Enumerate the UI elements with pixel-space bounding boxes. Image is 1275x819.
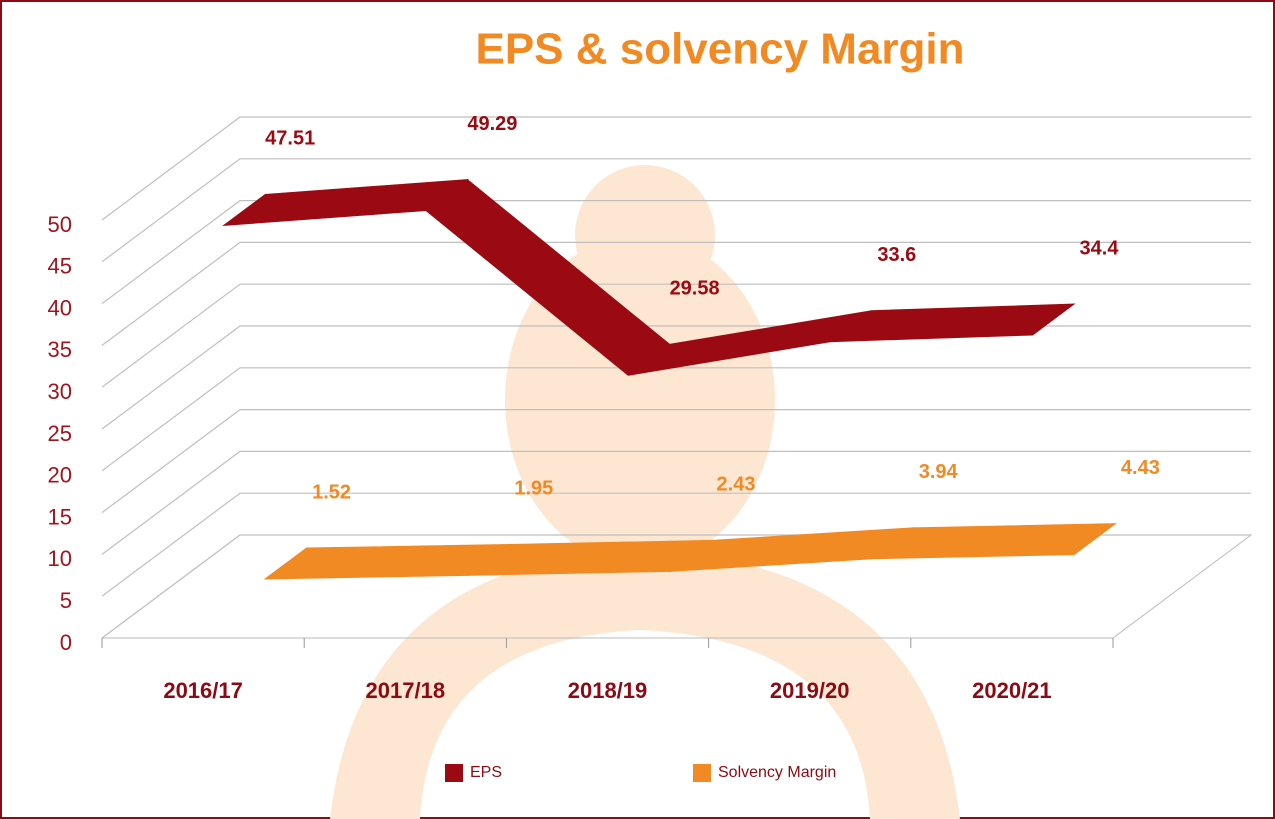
y-tick-label: 5 [60,588,72,613]
data-label: 34.4 [1080,237,1120,259]
y-tick-label: 10 [48,546,72,571]
x-tick-label: 2019/20 [770,678,850,703]
y-tick-label: 30 [48,379,72,404]
legend-swatch [693,764,711,782]
grid-line [101,367,1251,472]
y-tick-label: 50 [48,212,72,237]
legend-label: Solvency Margin [718,764,836,781]
ribbon-segment [828,303,1076,343]
chart-title: EPS & solvency Margin [475,25,964,74]
y-tick-label: 0 [60,630,72,655]
x-tick-label: 2016/17 [163,678,243,703]
grid-line [101,241,1251,346]
data-label: 1.52 [312,481,351,503]
legend-label: EPS [470,764,502,781]
data-label: 1.95 [514,478,553,500]
data-label: 49.29 [467,113,517,135]
grid-line [101,116,1251,221]
grid-line [101,450,1251,555]
grid-line [101,158,1251,263]
data-label: 3.94 [919,461,959,483]
y-tick-label: 25 [48,421,72,446]
x-tick-label: 2020/21 [972,678,1052,703]
data-label: 33.6 [877,244,916,266]
grid-line [101,200,1251,305]
y-tick-label: 35 [48,337,72,362]
data-label: 29.58 [670,278,720,300]
legend-swatch [445,764,463,782]
grid-line [101,492,1251,597]
ribbon-segment [870,523,1117,560]
data-label: 2.43 [717,474,756,496]
data-label: 4.43 [1121,457,1160,479]
y-tick-label: 40 [48,295,72,320]
x-tick-label: 2017/18 [366,678,446,703]
x-tick-label: 2018/19 [568,678,648,703]
grid-line [101,283,1251,388]
y-tick-label: 15 [48,504,72,529]
y-tick-label: 20 [48,463,72,488]
y-tick-label: 45 [48,254,72,279]
grid-line [101,409,1251,514]
data-label: 47.51 [265,128,315,150]
